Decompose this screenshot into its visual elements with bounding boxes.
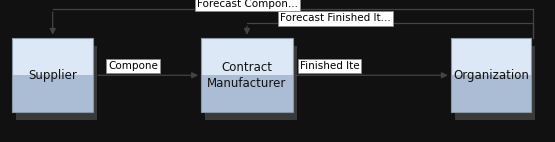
FancyBboxPatch shape [13,38,93,75]
Text: Supplier: Supplier [28,69,77,82]
FancyBboxPatch shape [451,75,532,112]
FancyBboxPatch shape [451,38,532,75]
FancyBboxPatch shape [201,75,293,112]
FancyBboxPatch shape [13,75,93,112]
FancyBboxPatch shape [201,38,293,75]
FancyBboxPatch shape [455,46,535,120]
Text: Organization: Organization [453,69,529,82]
Text: Finished Ite: Finished Ite [300,61,359,71]
Text: Contract
Manufacturer: Contract Manufacturer [207,61,287,90]
Text: Forecast Finished It...: Forecast Finished It... [280,13,391,23]
FancyBboxPatch shape [17,46,97,120]
FancyBboxPatch shape [205,46,296,120]
Text: Forecast Compon...: Forecast Compon... [197,0,298,9]
Text: Compone: Compone [108,61,158,71]
